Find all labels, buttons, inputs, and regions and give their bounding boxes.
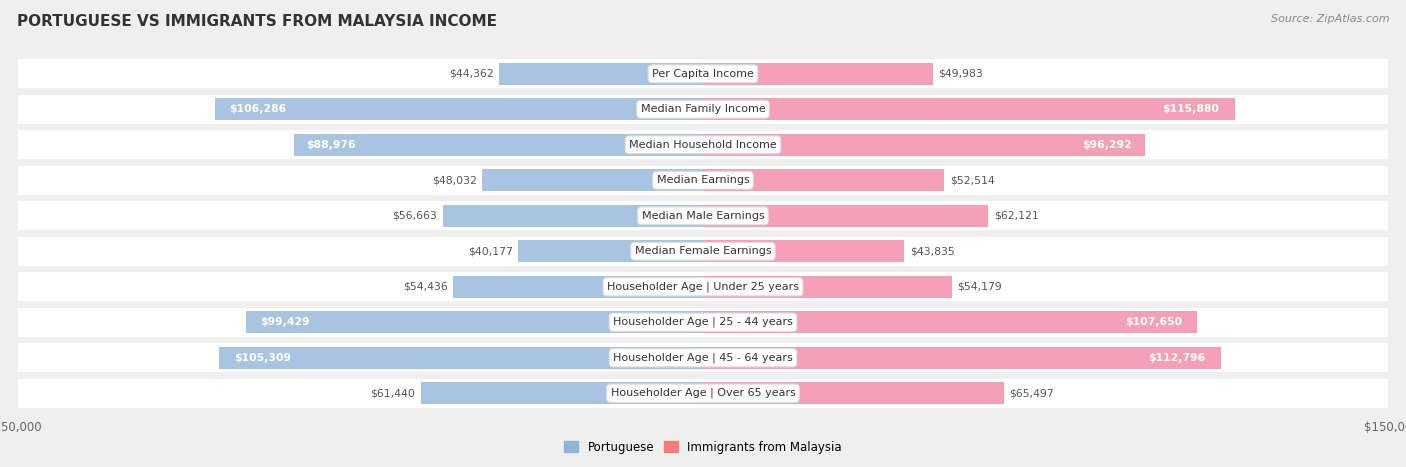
Text: $61,440: $61,440 [370,388,415,398]
Bar [17,166,1389,195]
Bar [17,59,1389,88]
Bar [17,343,1389,372]
Text: Median Household Income: Median Household Income [628,140,778,150]
Text: Householder Age | 45 - 64 years: Householder Age | 45 - 64 years [613,353,793,363]
Text: $115,880: $115,880 [1163,104,1219,114]
Bar [703,240,904,262]
Bar [17,130,1389,159]
Bar [17,201,1389,230]
Text: $88,976: $88,976 [307,140,356,150]
Text: $106,286: $106,286 [229,104,287,114]
Text: $99,429: $99,429 [260,317,309,327]
Bar [17,379,1389,408]
Text: Householder Age | 25 - 44 years: Householder Age | 25 - 44 years [613,317,793,327]
Text: Median Male Earnings: Median Male Earnings [641,211,765,221]
Bar [703,347,1220,369]
Bar [453,276,703,298]
Bar [703,63,932,85]
Text: $43,835: $43,835 [910,246,955,256]
Text: $54,436: $54,436 [402,282,447,292]
Text: $49,983: $49,983 [938,69,983,79]
Bar [703,382,1004,404]
Bar [294,134,703,156]
Bar [17,272,1389,301]
Text: $56,663: $56,663 [392,211,437,221]
Bar [17,95,1389,124]
Text: $52,514: $52,514 [949,175,994,185]
Text: $62,121: $62,121 [994,211,1039,221]
Text: PORTUGUESE VS IMMIGRANTS FROM MALAYSIA INCOME: PORTUGUESE VS IMMIGRANTS FROM MALAYSIA I… [17,14,496,29]
Bar [519,240,703,262]
Bar [246,311,703,333]
Text: $40,177: $40,177 [468,246,513,256]
Text: Median Female Earnings: Median Female Earnings [634,246,772,256]
Bar [703,169,945,191]
Bar [219,347,703,369]
Bar [17,308,1389,337]
Bar [703,205,988,227]
Legend: Portuguese, Immigrants from Malaysia: Portuguese, Immigrants from Malaysia [560,436,846,458]
Bar [17,237,1389,266]
Bar [703,276,952,298]
Bar [482,169,703,191]
Text: Median Earnings: Median Earnings [657,175,749,185]
Bar [499,63,703,85]
Text: Householder Age | Under 25 years: Householder Age | Under 25 years [607,282,799,292]
Text: Per Capita Income: Per Capita Income [652,69,754,79]
Text: $96,292: $96,292 [1083,140,1132,150]
Bar [443,205,703,227]
Bar [420,382,703,404]
Text: Median Family Income: Median Family Income [641,104,765,114]
Text: $54,179: $54,179 [957,282,1002,292]
Text: Source: ZipAtlas.com: Source: ZipAtlas.com [1271,14,1389,24]
Text: Householder Age | Over 65 years: Householder Age | Over 65 years [610,388,796,398]
Text: $65,497: $65,497 [1010,388,1054,398]
Bar [215,98,703,120]
Text: $107,650: $107,650 [1125,317,1182,327]
Bar [703,311,1198,333]
Bar [703,98,1236,120]
Text: $105,309: $105,309 [233,353,291,363]
Bar [703,134,1146,156]
Text: $48,032: $48,032 [432,175,477,185]
Text: $44,362: $44,362 [449,69,494,79]
Text: $112,796: $112,796 [1149,353,1205,363]
